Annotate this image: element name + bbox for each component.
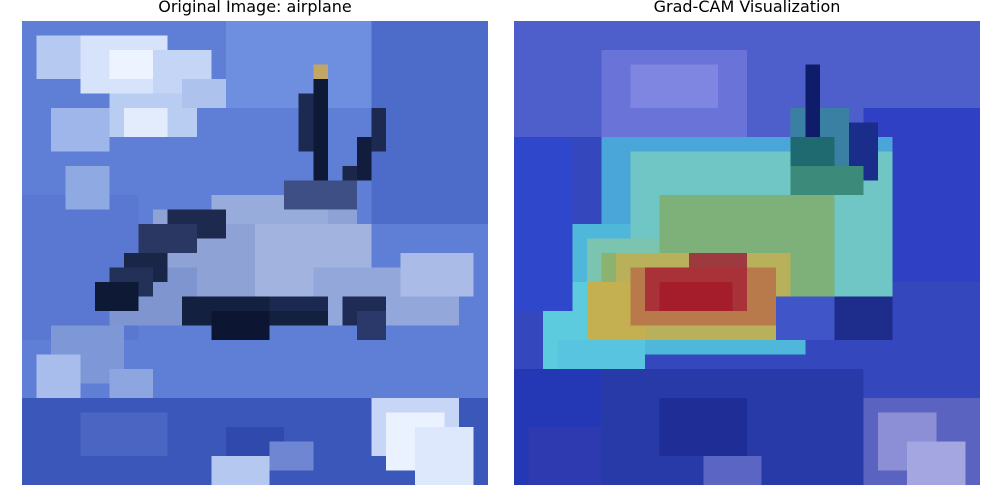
- gradcam-title: Grad-CAM Visualization: [653, 0, 841, 16]
- original-airplane-image: [22, 21, 488, 485]
- original-image-title: Original Image: airplane: [158, 0, 352, 16]
- original-image-panel: Original Image: airplane: [22, 0, 488, 500]
- gradcam-panel: Grad-CAM Visualization: [514, 0, 980, 500]
- gradcam-heatmap-image: [514, 21, 980, 485]
